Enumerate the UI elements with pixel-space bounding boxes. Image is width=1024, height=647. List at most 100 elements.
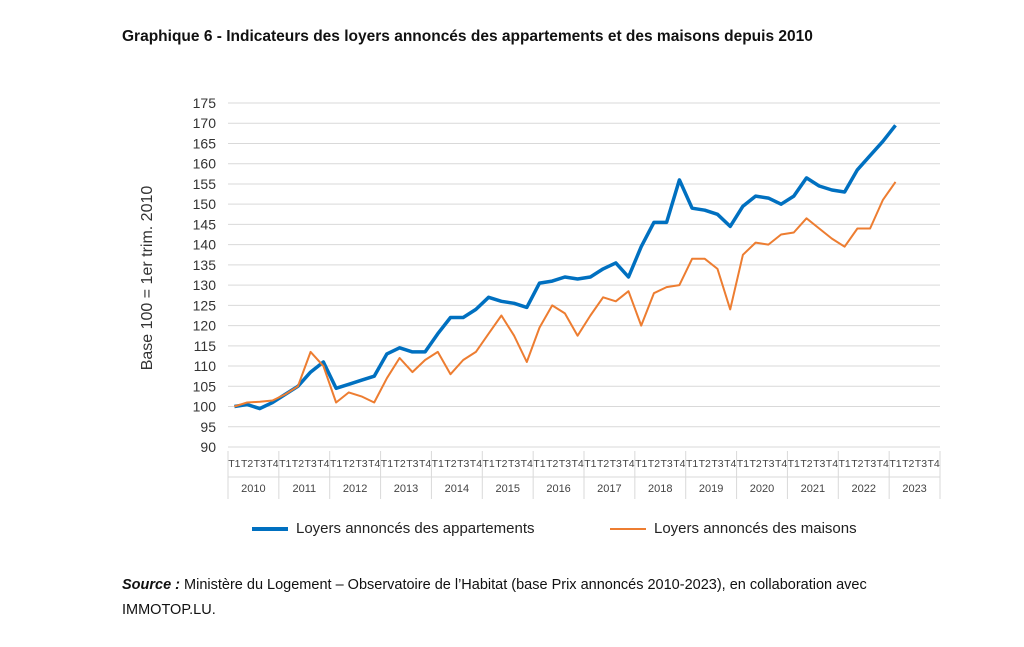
y-tick-label: 150 [193,196,217,212]
y-tick-label: 110 [194,358,217,374]
year-label: 2022 [851,483,875,495]
y-tick-label: 95 [200,419,216,435]
legend-item-appartements: Loyers annoncés des appartements [252,520,534,537]
legend-item-maisons: Loyers annoncés des maisons [610,520,857,537]
x-tick-label: T2 [444,458,456,470]
source-text: Ministère du Logement – Observatoire de … [122,577,867,618]
x-tick-label: T4 [928,458,940,470]
y-tick-label: 135 [193,257,217,273]
y-tick-label: 155 [193,176,217,192]
x-tick-label: T2 [902,458,914,470]
year-label: 2017 [597,483,621,495]
x-tick-label: T4 [877,458,889,470]
x-tick-label: T3 [355,458,367,470]
x-tick-label: T3 [661,458,673,470]
x-tick-label: T2 [800,458,812,470]
x-tick-label: T1 [533,458,545,470]
x-tick-label: T4 [266,458,278,470]
y-tick-label: 165 [193,135,217,151]
source-note: Source : Ministère du Logement – Observa… [122,573,922,623]
x-tick-label: T4 [521,458,533,470]
x-tick-label: T1 [584,458,596,470]
y-tick-label: 100 [193,399,217,415]
x-tick-label: T4 [775,458,787,470]
x-tick-label: T1 [483,458,495,470]
x-tick-label: T2 [699,458,711,470]
x-tick-label: T3 [508,458,520,470]
x-tick-label: T2 [343,458,355,470]
y-tick-label: 115 [194,338,217,354]
legend-label-appartements: Loyers annoncés des appartements [296,520,535,537]
x-tick-label: T4 [419,458,431,470]
y-tick-label: 90 [200,439,216,455]
x-tick-label: T1 [432,458,444,470]
x-tick-label: T1 [737,458,749,470]
year-label: 2018 [648,483,672,495]
y-tick-label: 120 [193,318,217,334]
y-tick-label: 175 [193,95,217,111]
series-line-maisons [234,181,897,408]
x-tick-label: T4 [368,458,380,470]
x-tick-label: T4 [826,458,838,470]
y-tick-label: 170 [193,115,217,131]
x-tick-label: T2 [292,458,304,470]
year-label: 2010 [241,483,265,495]
x-tick-label: T1 [279,458,291,470]
x-tick-label: T1 [330,458,342,470]
x-tick-label: T3 [762,458,774,470]
year-label: 2015 [495,483,519,495]
x-tick-label: T1 [788,458,800,470]
x-tick-label: T4 [673,458,685,470]
x-tick-label: T1 [381,458,393,470]
x-tick-label: T4 [317,458,329,470]
x-tick-label: T3 [305,458,317,470]
x-tick-label: T4 [724,458,736,470]
year-label: 2020 [750,483,774,495]
x-tick-label: T3 [406,458,418,470]
year-label: 2014 [445,483,469,495]
x-tick-label: T3 [559,458,571,470]
y-tick-label: 130 [193,277,217,293]
legend-swatch-maisons [610,527,646,530]
chart-title: Graphique 6 - Indicateurs des loyers ann… [122,28,813,45]
year-label: 2011 [292,483,316,495]
x-tick-label: T2 [394,458,406,470]
x-tick-label: T4 [470,458,482,470]
x-tick-label: T1 [839,458,851,470]
year-label: 2019 [699,483,723,495]
x-tick-label: T3 [457,458,469,470]
year-label: 2016 [546,483,570,495]
x-tick-label: T3 [254,458,266,470]
x-tick-label: T2 [495,458,507,470]
y-tick-label: 145 [193,216,217,232]
x-tick-label: T3 [864,458,876,470]
x-tick-label: T2 [546,458,558,470]
x-tick-label: T1 [635,458,647,470]
y-tick-label: 125 [193,297,217,313]
x-tick-label: T3 [915,458,927,470]
legend-label-maisons: Loyers annoncés des maisons [654,520,857,537]
x-tick-label: T3 [813,458,825,470]
x-tick-label: T1 [686,458,698,470]
x-tick-label: T2 [597,458,609,470]
source-label: Source : [122,577,181,593]
x-tick-label: T4 [572,458,584,470]
year-label: 2023 [902,483,926,495]
year-label: 2021 [801,483,825,495]
x-tick-label: T1 [889,458,901,470]
x-tick-label: T2 [750,458,762,470]
x-tick-label: T3 [610,458,622,470]
x-tick-label: T2 [241,458,253,470]
year-label: 2013 [394,483,418,495]
x-tick-label: T4 [622,458,634,470]
y-tick-label: 140 [193,237,217,253]
year-label: 2012 [343,483,367,495]
y-tick-label: 105 [193,378,217,394]
legend-swatch-appartements [252,526,288,531]
x-tick-label: T3 [711,458,723,470]
x-tick-label: T2 [648,458,660,470]
x-tick-label: T2 [851,458,863,470]
x-tick-label: T1 [228,458,240,470]
y-tick-label: 160 [193,156,217,172]
